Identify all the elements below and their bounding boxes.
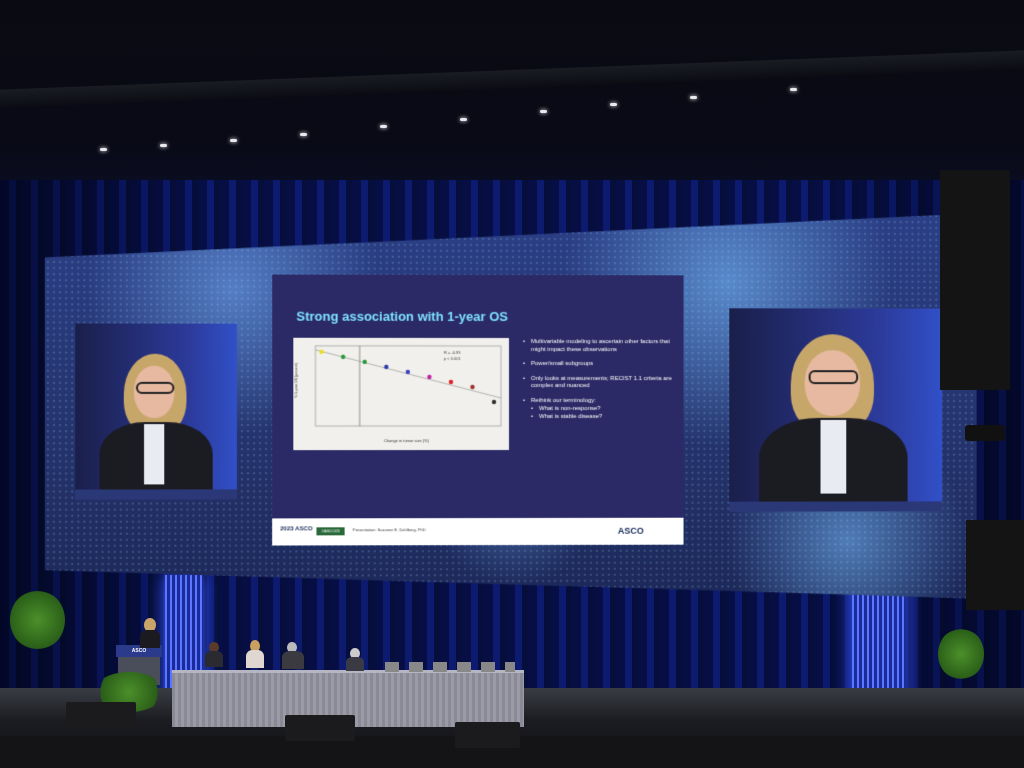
line-array-speaker <box>940 170 1010 390</box>
slide-title: Strong association with 1-year OS <box>296 309 508 324</box>
slide-footer: 2023 ASCO #ASCO23 Presentation: Suzanne … <box>272 518 683 546</box>
stage-light <box>100 148 107 151</box>
asco-logo: ASCO <box>618 526 644 536</box>
hashtag-badge: #ASCO23 <box>316 527 344 535</box>
plot-stat: p < 0.001 <box>444 356 462 361</box>
potted-plant <box>10 590 65 650</box>
bullet-item: Multivariable modeling to ascertain othe… <box>523 339 673 354</box>
scatter-plot-svg: % 1-year OS (percent) Change in tumor si… <box>293 338 509 450</box>
plot-point <box>406 370 410 374</box>
plot-point <box>470 385 474 389</box>
stage-light <box>690 96 697 99</box>
plot-x-label: Change in tumor size (%) <box>384 438 430 443</box>
sub-bullet-item: What is stable disease? <box>523 413 673 421</box>
scatter-plot: % 1-year OS (percent) Change in tumor si… <box>293 338 509 450</box>
side-monitor <box>966 520 1024 610</box>
potted-plant <box>938 628 984 680</box>
speaker-video-right <box>729 308 942 511</box>
speaker-video-left <box>75 323 237 499</box>
stage-light <box>540 110 547 113</box>
sub-bullet-item: What is non-response? <box>523 406 673 413</box>
stage-light <box>380 125 387 128</box>
plot-point <box>427 375 431 379</box>
stage-light <box>230 139 237 142</box>
bullet-item: Rethink our terminology: <box>523 398 673 406</box>
stage-light <box>300 133 307 136</box>
bullet-item: Only looks at measurements; RECIST 1.1 c… <box>523 376 673 391</box>
plot-point <box>341 355 345 359</box>
plot-point <box>384 365 388 369</box>
plot-y-label: % 1-year OS (percent) <box>294 363 298 398</box>
presenter-credit: Presentation: Suzanne E. Dahlberg, PhD <box>353 527 426 532</box>
projection-screen: Strong association with 1-year OS % 1-ye… <box>45 211 977 602</box>
stage-light <box>160 144 167 147</box>
plot-stat: R = -0.93 <box>444 350 461 355</box>
plot-point <box>362 360 366 364</box>
stage-monitor <box>285 715 355 741</box>
slide-bullets: Multivariable modeling to ascertain othe… <box>523 339 673 421</box>
plot-point <box>492 400 496 404</box>
presentation-slide: Strong association with 1-year OS % 1-ye… <box>272 275 683 546</box>
footer-brand: 2023 ASCO <box>280 526 312 532</box>
bullet-item: Power/small subgroups <box>523 361 673 369</box>
stage-light <box>610 103 617 106</box>
stage-monitor <box>66 702 136 728</box>
stage-light <box>460 118 467 121</box>
stage-light <box>790 88 797 91</box>
plot-point <box>319 350 323 354</box>
empty-chairs <box>385 662 515 672</box>
stage-monitor <box>455 722 520 748</box>
camera <box>965 425 1005 441</box>
plot-point <box>449 380 453 384</box>
